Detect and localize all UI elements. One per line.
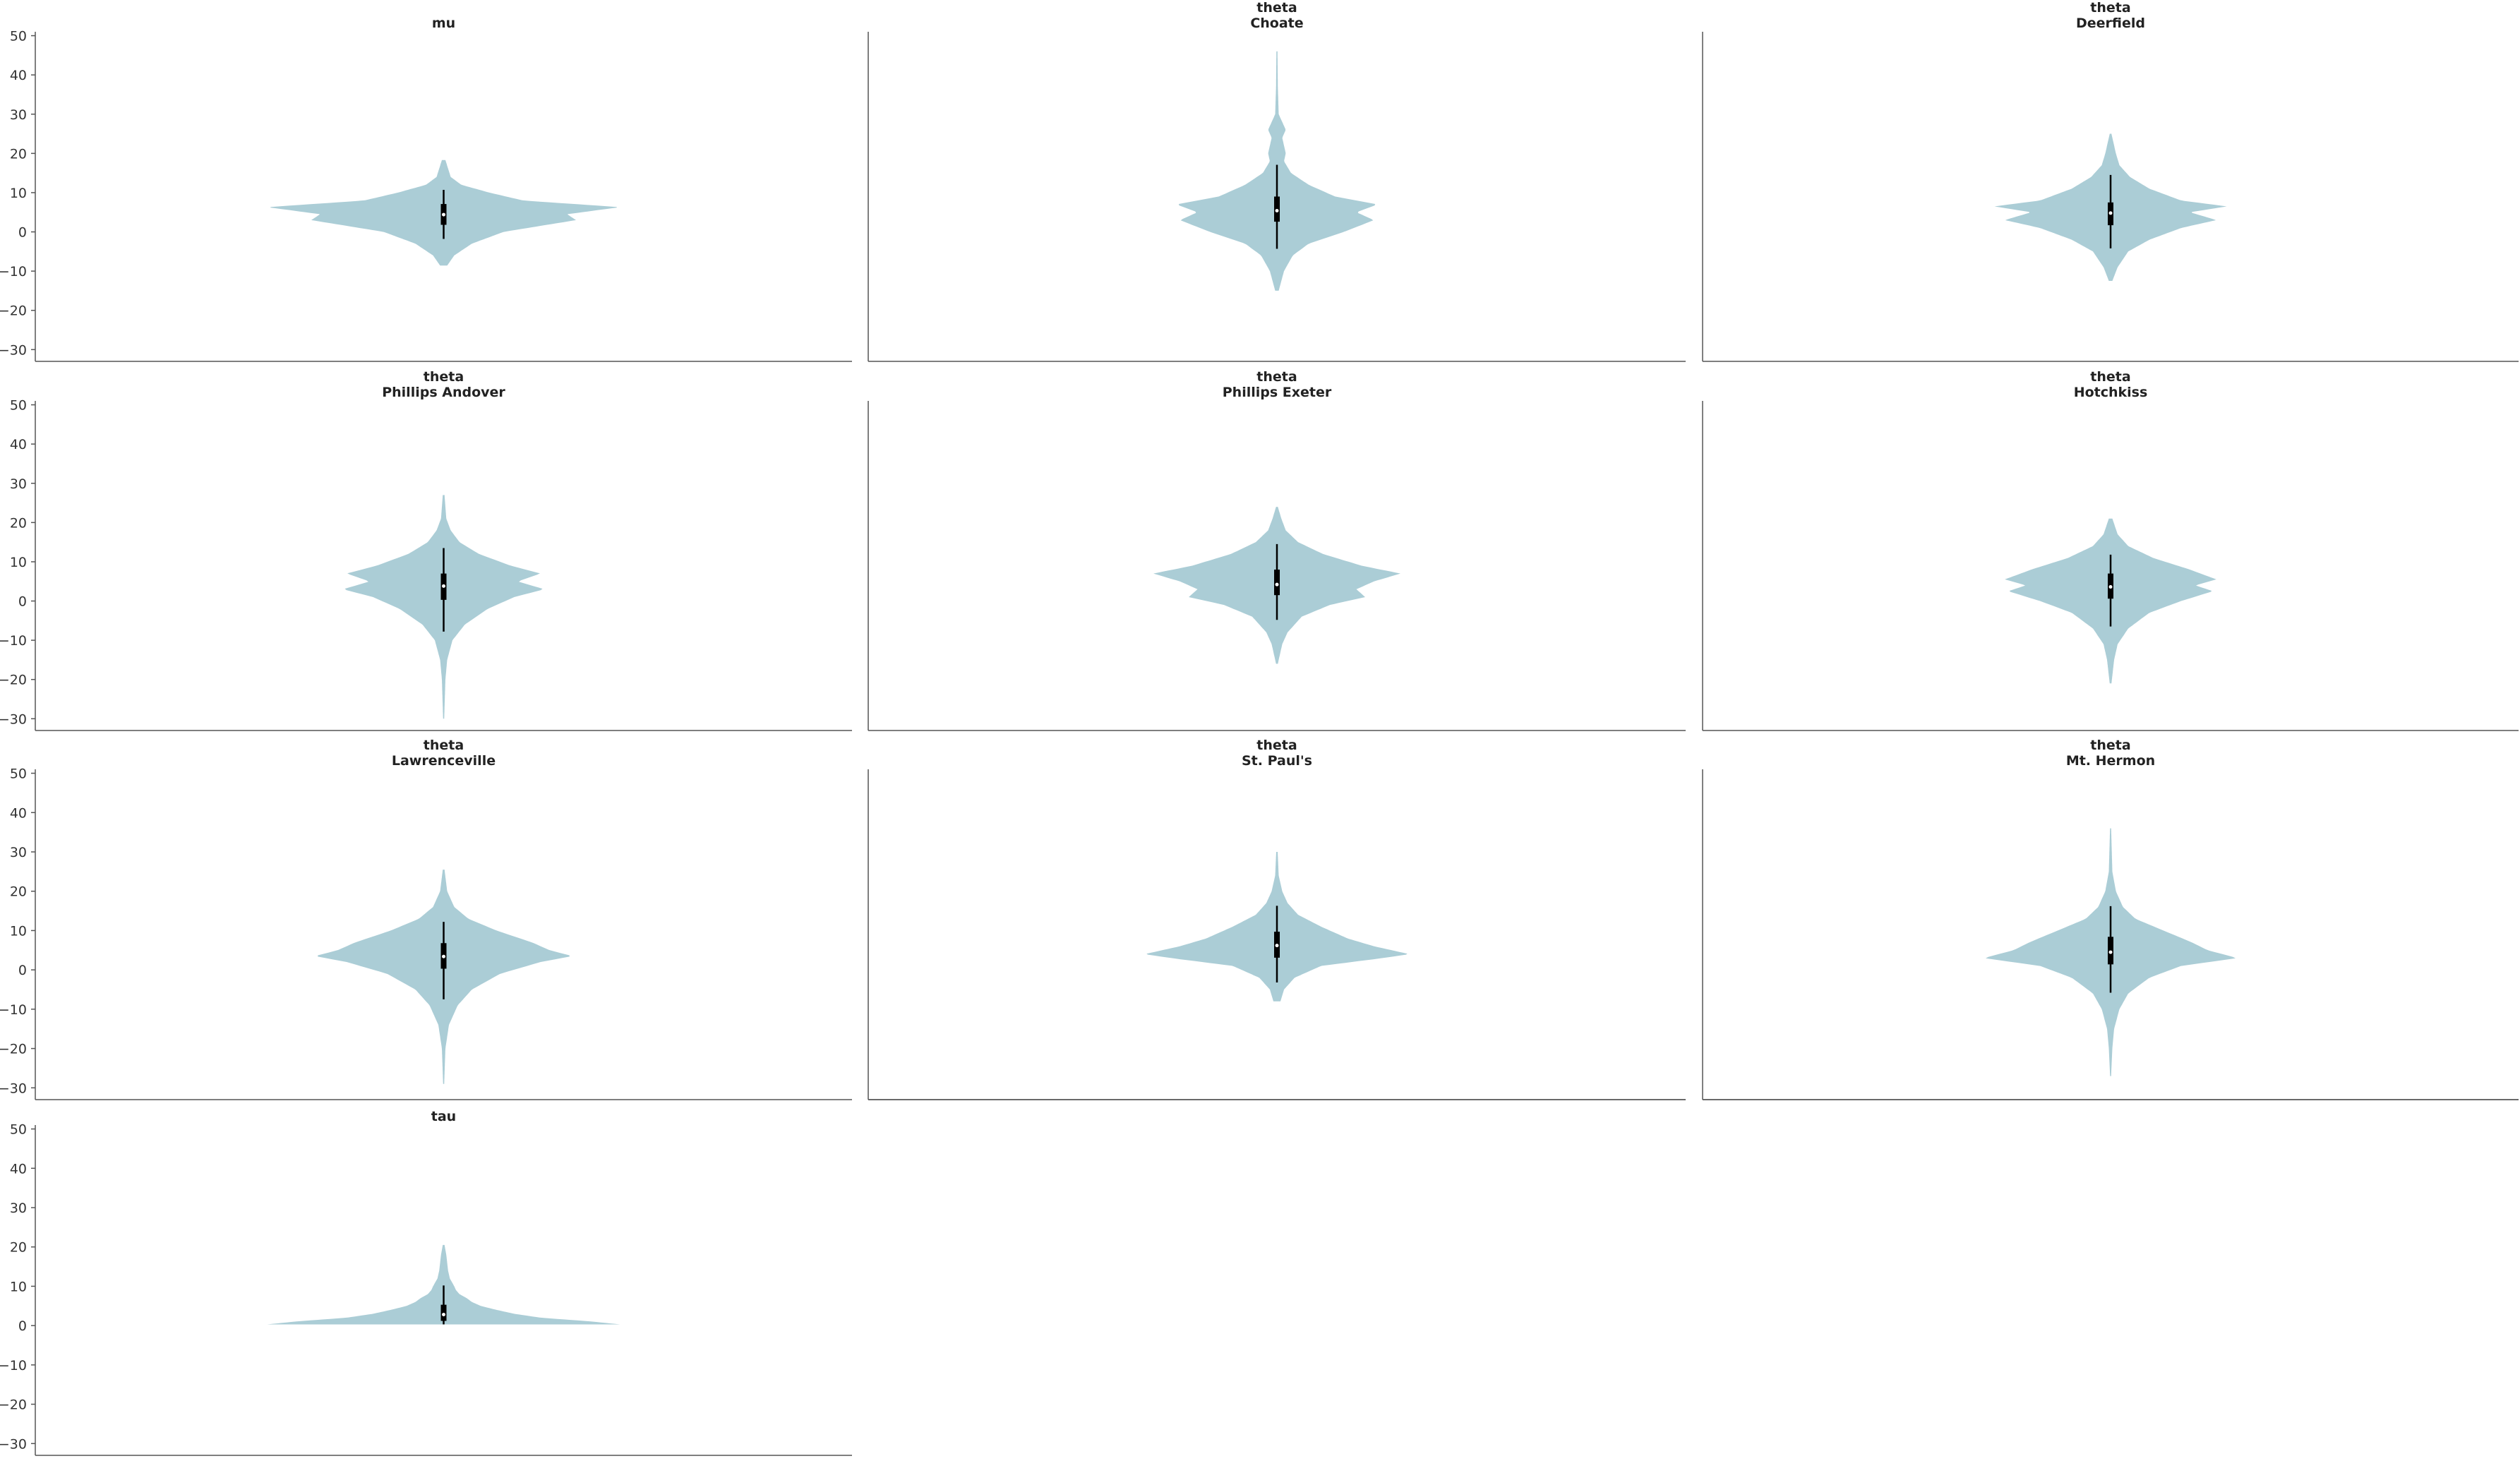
y-tick-label: 30 bbox=[10, 845, 27, 860]
panel-title: tau bbox=[431, 1109, 456, 1124]
panel-title: Hotchkiss bbox=[2074, 385, 2148, 400]
y-tick-label: −20 bbox=[0, 1042, 27, 1057]
y-tick-label: −10 bbox=[0, 1002, 27, 1018]
y-tick-label: −20 bbox=[0, 1397, 27, 1413]
y-tick-label: 30 bbox=[10, 476, 27, 492]
y-tick-label: 20 bbox=[10, 146, 27, 162]
y-tick-label: 30 bbox=[10, 107, 27, 123]
y-tick-label: 40 bbox=[10, 437, 27, 452]
quartile-box bbox=[1274, 570, 1280, 596]
y-tick-label: 20 bbox=[10, 1240, 27, 1256]
panel-title: Choate bbox=[1250, 16, 1303, 31]
y-tick-label: −20 bbox=[0, 673, 27, 688]
violin-body bbox=[267, 1244, 620, 1325]
y-tick-label: 0 bbox=[18, 225, 27, 241]
panel-title: theta bbox=[1256, 0, 1297, 16]
median-point bbox=[2108, 950, 2113, 954]
panel-title: Deerfield bbox=[2076, 16, 2145, 31]
y-tick-label: −30 bbox=[0, 1436, 27, 1452]
panel-tau: tau −30 −20 −10 0 10 20 30 40 50 bbox=[0, 1109, 852, 1456]
y-tick-label: 20 bbox=[10, 515, 27, 531]
panel-title: theta bbox=[2090, 369, 2130, 385]
y-tick-label: 0 bbox=[18, 1318, 27, 1334]
panel-title: Mt. Hermon bbox=[2066, 753, 2155, 769]
y-tick-label: −10 bbox=[0, 633, 27, 649]
panel-title: Phillips Exeter bbox=[1223, 385, 1332, 400]
y-tick-label: 0 bbox=[18, 963, 27, 978]
y-tick-label: 0 bbox=[18, 594, 27, 610]
y-tick-label: 20 bbox=[10, 884, 27, 900]
y-tick-label: 40 bbox=[10, 68, 27, 83]
median-point bbox=[2108, 211, 2113, 215]
y-tick-label: 50 bbox=[10, 398, 27, 414]
y-tick-label: 40 bbox=[10, 1161, 27, 1177]
median-point bbox=[1275, 582, 1279, 587]
panel-title: theta bbox=[1256, 369, 1297, 385]
panel-title: Phillips Andover bbox=[382, 385, 505, 400]
y-tick-label: −10 bbox=[0, 1358, 27, 1373]
panel-title: St. Paul's bbox=[1242, 753, 1312, 769]
panel-title: theta bbox=[2090, 0, 2130, 16]
y-tick-label: −10 bbox=[0, 264, 27, 279]
y-tick-label: 10 bbox=[10, 555, 27, 570]
median-point bbox=[1275, 944, 1279, 948]
median-point bbox=[442, 1313, 445, 1317]
panel-title: theta bbox=[424, 369, 464, 385]
y-tick-label: −30 bbox=[0, 1081, 27, 1096]
y-tick-label: 50 bbox=[10, 766, 27, 782]
y-tick-label: 10 bbox=[10, 923, 27, 939]
y-tick-label: 50 bbox=[10, 29, 27, 44]
panel-title: mu bbox=[432, 16, 455, 31]
median-point bbox=[442, 584, 445, 588]
median-point bbox=[1275, 209, 1279, 213]
panel-title: theta bbox=[424, 738, 464, 753]
median-point bbox=[2108, 585, 2113, 589]
quartile-box bbox=[440, 1304, 447, 1321]
y-tick-label: 10 bbox=[10, 186, 27, 201]
y-tick-label: −30 bbox=[0, 342, 27, 358]
panel-title: Lawrenceville bbox=[392, 753, 496, 769]
y-tick-label: 10 bbox=[10, 1279, 27, 1294]
panel-mu: mu −30 −20 −10 0 10 20 30 40 50 bbox=[0, 16, 852, 362]
median-point bbox=[442, 954, 445, 958]
panel-title: theta bbox=[1256, 738, 1297, 753]
y-tick-label: 40 bbox=[10, 805, 27, 821]
y-tick-label: −30 bbox=[0, 711, 27, 727]
y-tick-label: 50 bbox=[10, 1122, 27, 1138]
median-point bbox=[442, 212, 445, 217]
y-tick-label: −20 bbox=[0, 303, 27, 319]
y-tick-label: 30 bbox=[10, 1201, 27, 1216]
panel-title: theta bbox=[2090, 738, 2130, 753]
